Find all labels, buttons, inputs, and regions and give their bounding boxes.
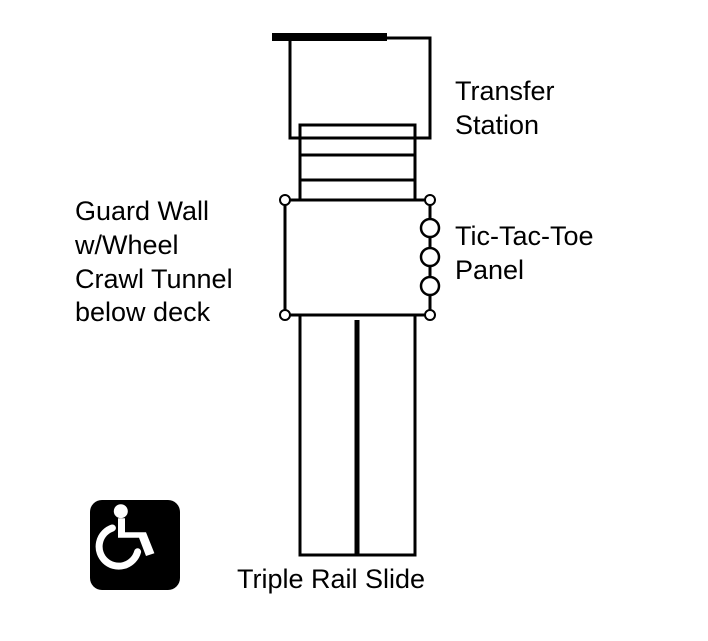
label-transfer-station: Transfer Station <box>455 75 555 143</box>
deck-post <box>280 310 290 320</box>
label-tic-tac-toe: Tic-Tac-Toe Panel <box>455 220 594 288</box>
transfer-station-step <box>300 125 415 155</box>
neck-lower <box>300 180 415 200</box>
label-triple-rail-slide: Triple Rail Slide <box>237 563 425 597</box>
tic-tac-toe-spinner <box>421 277 439 295</box>
deck-post <box>425 310 435 320</box>
deck-post <box>425 195 435 205</box>
label-guard-wall: Guard Wall w/Wheel Crawl Tunnel below de… <box>75 195 233 330</box>
tic-tac-toe-spinner <box>421 219 439 237</box>
deck-post <box>280 195 290 205</box>
tic-tac-toe-spinner <box>421 248 439 266</box>
transfer-station-box <box>290 38 430 138</box>
neck-upper <box>300 155 415 180</box>
accessibility-icon <box>90 500 180 590</box>
deck <box>285 200 430 315</box>
